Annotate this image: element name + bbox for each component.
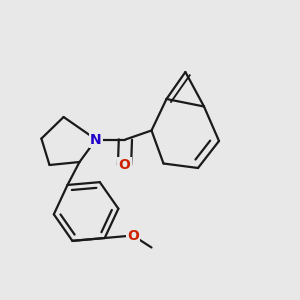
Text: O: O [118,158,130,172]
Text: O: O [127,229,139,242]
Text: N: N [90,133,102,146]
